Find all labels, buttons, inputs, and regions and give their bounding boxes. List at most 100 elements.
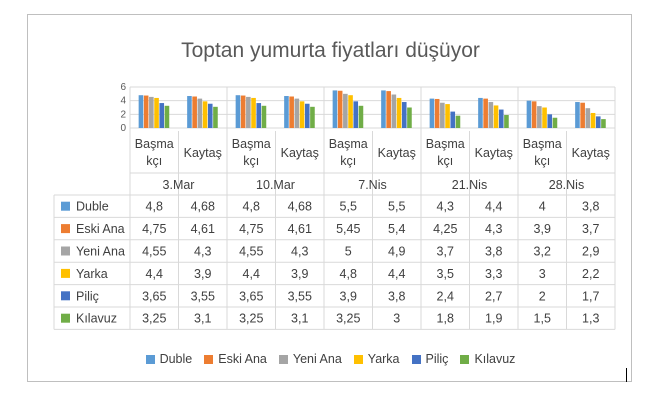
row-series-name: Kılavuz — [76, 312, 117, 326]
table-value: 3 — [539, 267, 546, 281]
table-value: 3,9 — [340, 289, 357, 303]
x-tick-label: Başma kçı — [523, 137, 562, 168]
table-value: 4,25 — [433, 222, 457, 236]
bar — [159, 103, 165, 128]
bar — [202, 101, 208, 128]
table-value: 1,5 — [534, 312, 551, 326]
table-value: 3,55 — [191, 289, 215, 303]
table-value: 4,4 — [146, 267, 163, 281]
group-label: 7.Nis — [358, 178, 386, 192]
table-value: 4,61 — [191, 222, 215, 236]
legend-swatch — [411, 354, 421, 364]
bar — [284, 96, 289, 128]
group-label: 21.Nis — [452, 178, 487, 192]
table-value: 1,3 — [582, 312, 599, 326]
bar — [289, 96, 294, 128]
bar — [552, 117, 558, 128]
table-value: 3,8 — [388, 289, 405, 303]
bar — [478, 97, 483, 128]
row-series-name: Duble — [76, 200, 109, 214]
table-value: 2,4 — [437, 289, 454, 303]
bar — [531, 101, 537, 128]
table-value: 1,7 — [582, 289, 599, 303]
bar — [595, 116, 601, 128]
y-tick-label: 6 — [120, 82, 126, 93]
row-series-name: Eski Ana — [76, 222, 125, 236]
bar — [353, 101, 359, 128]
bar — [207, 103, 213, 128]
table-value: 3,25 — [336, 312, 360, 326]
legend-label: Piliç — [425, 352, 449, 366]
bar — [246, 96, 251, 128]
bar — [601, 119, 606, 128]
table-value: 3,25 — [142, 312, 166, 326]
table-value: 4 — [539, 200, 546, 214]
y-tick-label: 0 — [120, 123, 126, 134]
legend-item: Yarka — [353, 352, 400, 366]
row-series-name: Yarka — [76, 267, 108, 281]
table-value: 4,8 — [146, 200, 163, 214]
bar — [498, 109, 504, 128]
legend-item: Eski Ana — [204, 352, 267, 366]
bar — [358, 105, 364, 128]
table-value: 3,3 — [485, 267, 502, 281]
bar — [337, 90, 343, 128]
table-value: 2,7 — [485, 289, 502, 303]
table-value: 4,3 — [194, 245, 211, 259]
legend-swatch — [460, 354, 470, 364]
table-value: 3,25 — [239, 312, 263, 326]
bar — [143, 95, 149, 128]
text-cursor-mark — [626, 368, 627, 382]
table-value: 5,4 — [388, 222, 405, 236]
x-tick-label: Başma kçı — [329, 137, 368, 168]
bar — [299, 101, 305, 128]
table-value: 3,2 — [534, 245, 551, 259]
bar — [429, 98, 435, 128]
y-tick-label: 4 — [120, 96, 126, 107]
bar — [542, 107, 547, 128]
table-value: 3,65 — [142, 289, 166, 303]
x-tick-label: Kaytaş — [184, 146, 222, 160]
table-value: 4,75 — [142, 222, 166, 236]
table-value: 5,5 — [340, 200, 357, 214]
chart-frame: Toptan yumurta fiyatları düşüyor 0 2 4 6 Baş… — [27, 14, 632, 382]
table-value: 3,7 — [582, 222, 599, 236]
row-legend-key — [61, 224, 70, 234]
legend-label: Duble — [159, 352, 193, 366]
x-tick-label: Başma kçı — [135, 137, 174, 168]
bar — [261, 105, 267, 128]
group-label: 3.Mar — [163, 178, 195, 192]
table-value: 3,1 — [291, 312, 308, 326]
bar — [445, 104, 450, 128]
table-value: 5,45 — [336, 222, 360, 236]
bar — [235, 95, 241, 128]
table-value: 4,68 — [191, 200, 215, 214]
legend-swatch — [204, 354, 214, 364]
bar — [537, 106, 542, 128]
bar — [455, 115, 461, 128]
table-value: 1,8 — [437, 312, 454, 326]
bar — [386, 91, 391, 128]
bar — [434, 98, 440, 128]
table-value: 4,3 — [437, 200, 454, 214]
legend-label: Yeni Ana — [292, 352, 342, 366]
bar — [401, 102, 407, 128]
table-value: 5 — [345, 245, 352, 259]
bar — [332, 90, 338, 128]
bar — [348, 95, 353, 128]
bar — [396, 97, 402, 128]
table-value: 4,55 — [239, 245, 263, 259]
row-legend-key — [61, 313, 70, 323]
bar — [547, 114, 553, 128]
bar — [590, 112, 596, 128]
bar — [391, 94, 397, 128]
legend-label: Eski Ana — [218, 352, 267, 366]
bar — [149, 96, 154, 128]
bar — [526, 100, 532, 128]
bar — [450, 111, 456, 128]
bar — [187, 96, 192, 128]
table-value: 4,4 — [243, 267, 260, 281]
table-value: 3,9 — [194, 267, 211, 281]
bar — [493, 105, 499, 128]
legend-swatch — [353, 354, 363, 364]
